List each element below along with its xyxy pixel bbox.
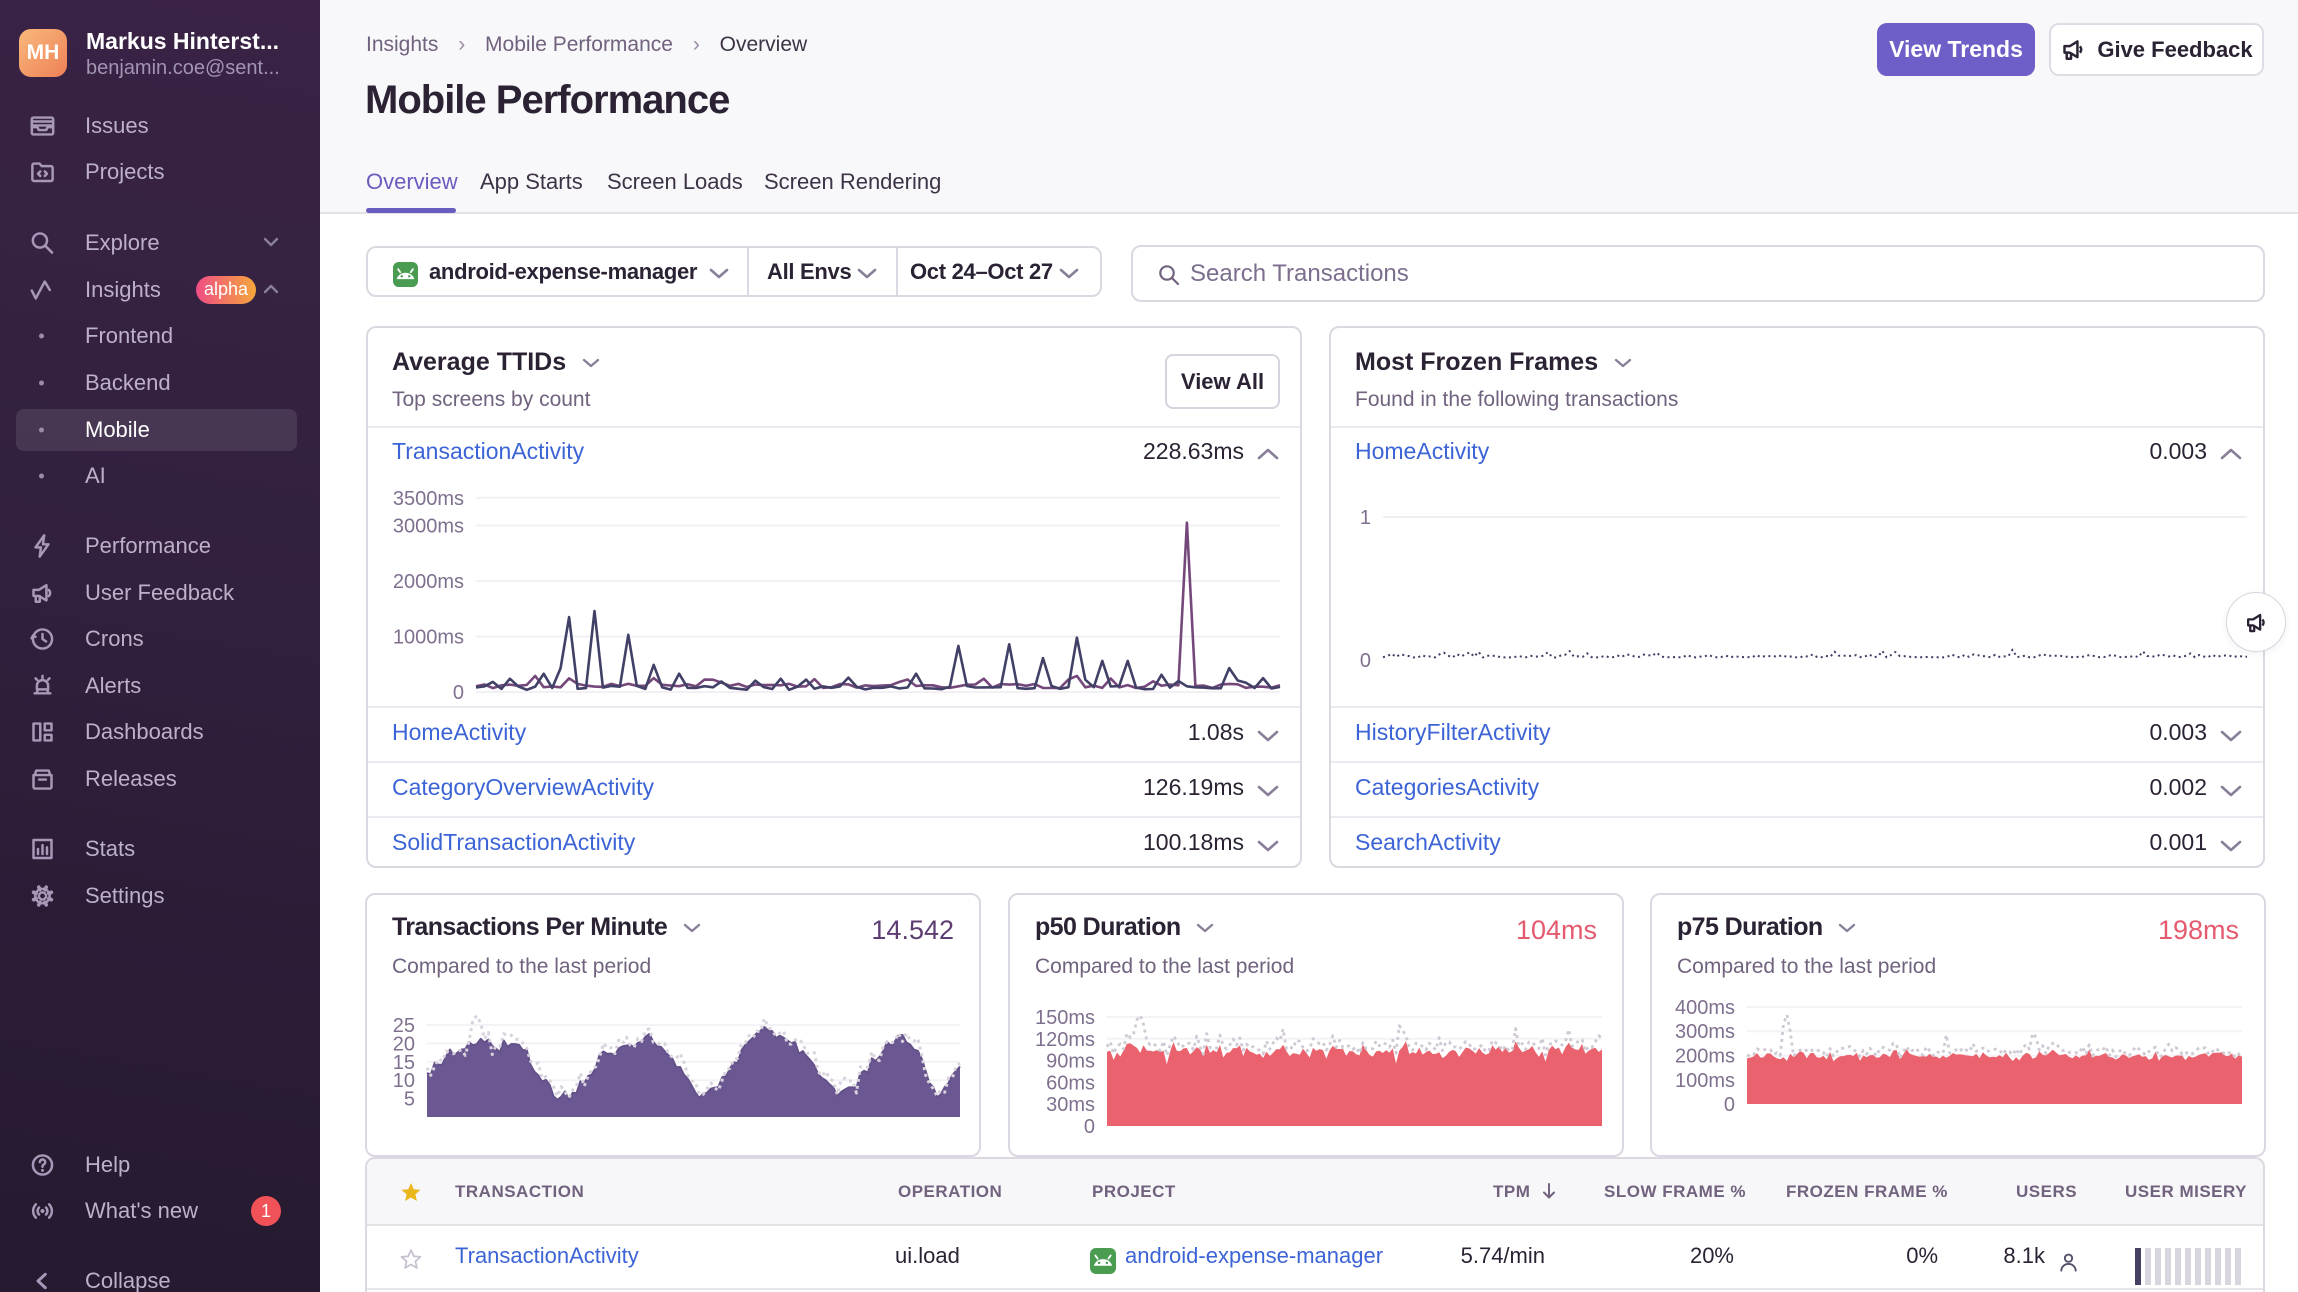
svg-text:0: 0 <box>1084 1116 1095 1138</box>
svg-text:120ms: 120ms <box>1035 1029 1095 1051</box>
svg-text:1000ms: 1000ms <box>393 627 464 649</box>
svg-text:100ms: 100ms <box>1675 1070 1735 1092</box>
svg-text:0: 0 <box>1360 650 1371 672</box>
svg-text:60ms: 60ms <box>1046 1072 1095 1094</box>
svg-text:5: 5 <box>404 1089 415 1111</box>
svg-text:0: 0 <box>453 682 464 704</box>
svg-text:3500ms: 3500ms <box>393 488 464 510</box>
svg-text:15: 15 <box>393 1052 415 1074</box>
svg-text:300ms: 300ms <box>1675 1021 1735 1043</box>
svg-text:20: 20 <box>393 1033 415 1055</box>
svg-text:0: 0 <box>1724 1094 1735 1116</box>
svg-text:25: 25 <box>393 1015 415 1037</box>
svg-text:90ms: 90ms <box>1046 1051 1095 1073</box>
svg-text:400ms: 400ms <box>1675 997 1735 1019</box>
svg-text:3000ms: 3000ms <box>393 516 464 538</box>
svg-text:10: 10 <box>393 1070 415 1092</box>
svg-text:2000ms: 2000ms <box>393 571 464 593</box>
svg-text:30ms: 30ms <box>1046 1094 1095 1116</box>
svg-text:200ms: 200ms <box>1675 1046 1735 1068</box>
svg-text:150ms: 150ms <box>1035 1007 1095 1029</box>
svg-text:1: 1 <box>1360 507 1371 529</box>
